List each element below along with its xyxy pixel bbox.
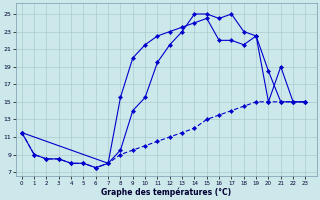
X-axis label: Graphe des températures (°C): Graphe des températures (°C) — [101, 187, 231, 197]
